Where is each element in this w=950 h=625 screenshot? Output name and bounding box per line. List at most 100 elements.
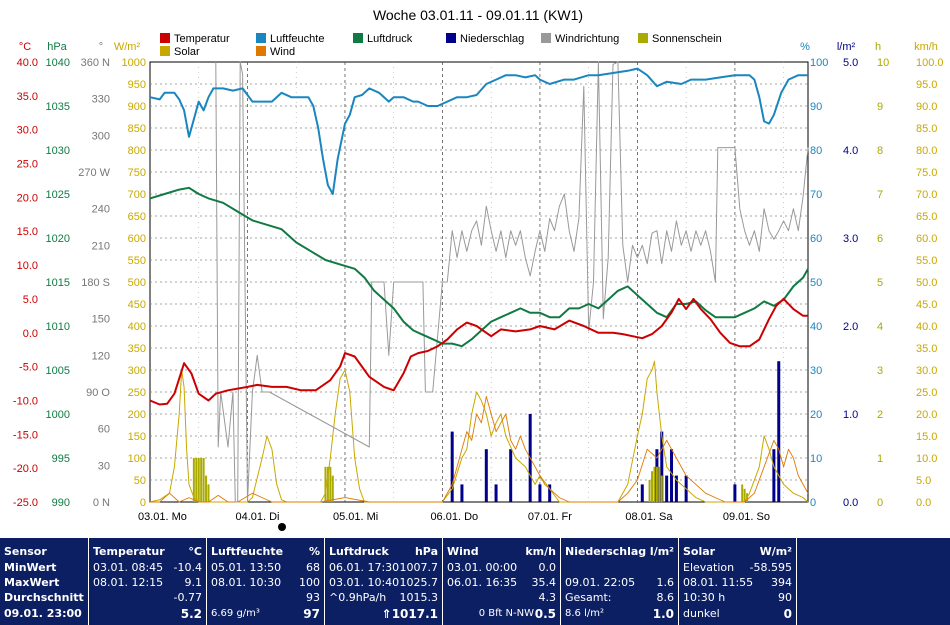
dir-axis-tick: 60	[98, 424, 110, 436]
hum-axis-tick: 40	[810, 321, 822, 333]
temp-axis-tick: -10.0	[13, 395, 38, 407]
row-label-min: MinWert	[4, 561, 57, 574]
col-header: Sensor	[4, 545, 47, 558]
sun-axis-tick: 10	[877, 57, 889, 69]
sun-axis-tick: 8	[877, 145, 883, 157]
hum-axis-tick: 90	[810, 101, 822, 113]
wind-axis-tick: 10.0	[916, 453, 937, 465]
wind-axis-tick: 90.0	[916, 101, 937, 113]
temp-axis-tick: 10.0	[17, 260, 38, 272]
wind-axis-tick: 45.0	[916, 299, 937, 311]
wind-axis-tick: 95.0	[916, 79, 937, 91]
pressure-line	[149, 186, 809, 348]
legend: Temperatur Luftfeuchte Luftdruck Niederschl…	[160, 33, 722, 58]
rising-arrow-icon: ⇑	[381, 607, 392, 621]
sun-axis-tick: 0	[877, 497, 883, 509]
dir-axis-tick: 90 O	[86, 387, 110, 399]
current-value: 97	[303, 607, 320, 621]
rain-axis-tick: 5.0	[843, 57, 858, 69]
dir-axis-tick: 150	[92, 314, 110, 326]
sun-axis-tick: 4	[877, 321, 883, 333]
chart-title: Woche 03.01.11 - 09.01.11 (KW1)	[373, 7, 583, 23]
rain-bar	[484, 449, 488, 502]
wind-axis-tick: 55.0	[916, 255, 937, 267]
solar-axis-tick: 50	[134, 475, 146, 487]
col-header: Luftfeuchte	[211, 545, 284, 558]
sun-bar	[648, 480, 651, 502]
solar-axis-tick: 650	[128, 211, 146, 223]
x-tick-label: 08.01. Sa	[625, 511, 673, 523]
x-tick-label: 05.01. Mi	[333, 511, 378, 523]
legend-label: Luftdruck	[367, 33, 413, 45]
wind-axis-tick: 40.0	[916, 321, 937, 333]
grid	[149, 61, 809, 503]
solar-axis-tick: 100	[128, 453, 146, 465]
col-temperature: Temperatur °C 03.01. 08:45 -10.4 08.01. 12…	[88, 538, 206, 625]
weather-chart: Woche 03.01.11 - 09.01.11 (KW1) Temperat…	[13, 7, 944, 531]
rain-bar	[640, 484, 644, 502]
hum-axis-tick: 20	[810, 409, 822, 421]
temp-axis-tick: 5.0	[23, 294, 38, 306]
unit: °C	[188, 545, 202, 558]
current-value: 0	[783, 607, 792, 621]
dir-axis-tick: 0 N	[93, 497, 110, 509]
col-header: Temperatur	[93, 545, 165, 558]
moon-phase-icon	[278, 523, 286, 531]
sun-axis-tick: 1	[877, 453, 883, 465]
press-axis-tick: 1030	[46, 145, 70, 157]
humidity-line	[149, 67, 808, 195]
temp-axis-tick: -15.0	[13, 429, 38, 441]
sun-bar	[207, 484, 210, 502]
solar-axis-tick: 550	[128, 255, 146, 267]
axis-unit: %	[800, 41, 810, 53]
press-axis-tick: 1000	[46, 409, 70, 421]
dir-axis-tick: 270 W	[78, 167, 110, 179]
legend-swatch	[638, 33, 648, 43]
wind-axis-tick: 65.0	[916, 211, 937, 223]
legend-label: Solar	[174, 46, 200, 58]
sun-bar	[200, 458, 203, 502]
col-rain: Niederschlag l/m² 09.01. 22:05 1.6 Gesamt:…	[560, 538, 678, 625]
rain-bar	[772, 449, 776, 502]
press-axis-tick: 1035	[46, 101, 70, 113]
legend-label: Niederschlag	[460, 33, 524, 45]
solar-axis-tick: 600	[128, 233, 146, 245]
legend-label: Windrichtung	[555, 33, 619, 45]
axis-unit: °C	[19, 41, 31, 53]
hum-axis-tick: 10	[810, 453, 822, 465]
axes: 03.01. Mo 04.01. Di 05.01. Mi 06.01. Do 07.0…	[13, 41, 944, 531]
hum-axis-tick: 30	[810, 365, 822, 377]
temp-axis-tick: 25.0	[17, 159, 38, 171]
press-axis-tick: 990	[52, 497, 70, 509]
axis-unit: hPa	[47, 41, 67, 53]
x-tick-label: 04.01. Di	[235, 511, 279, 523]
sun-bar	[205, 475, 208, 502]
hum-axis-tick: 70	[810, 189, 822, 201]
press-axis-tick: 1010	[46, 321, 70, 333]
wind-dir-line	[215, 61, 809, 503]
rain-bar	[660, 431, 664, 502]
temp-axis-tick: -25.0	[13, 497, 38, 509]
dir-axis-tick: 30	[98, 460, 110, 472]
temp-axis-tick: -20.0	[13, 463, 38, 475]
solar-axis-tick: 950	[128, 79, 146, 91]
press-axis-tick: 1015	[46, 277, 70, 289]
wind-axis-tick: 100.0	[916, 57, 944, 69]
solar-axis-tick: 400	[128, 321, 146, 333]
col-header: Niederschlag	[565, 545, 647, 558]
hum-axis-tick: 80	[810, 145, 822, 157]
wind-axis-tick: 60.0	[916, 233, 937, 245]
rain-bar	[494, 484, 498, 502]
dir-axis-tick: 180 S	[81, 277, 110, 289]
hum-axis-tick: 100	[810, 57, 828, 69]
rain-bar	[777, 361, 781, 502]
col-header: Wind	[447, 545, 479, 558]
solar-axis-tick: 750	[128, 167, 146, 179]
current-value: 5.2	[180, 607, 202, 621]
stats-table: Sensor MinWert MaxWert Durchschnitt 09.0…	[0, 538, 950, 625]
rain-bar	[733, 484, 737, 502]
sun-bar	[331, 475, 334, 502]
temperature-line	[149, 297, 808, 406]
wind-axis-tick: 20.0	[916, 409, 937, 421]
temp-axis-tick: 20.0	[17, 192, 38, 204]
